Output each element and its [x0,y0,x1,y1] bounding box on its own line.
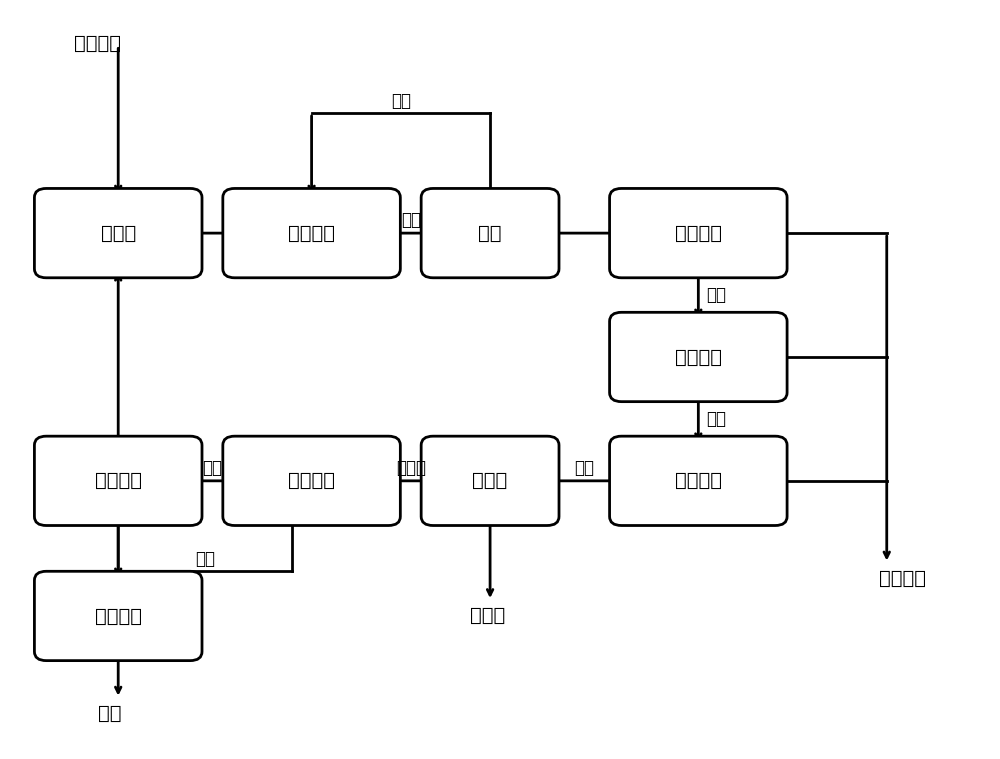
FancyBboxPatch shape [223,436,400,525]
Text: 浓水: 浓水 [574,459,594,477]
Text: 浓水: 浓水 [706,410,726,428]
FancyBboxPatch shape [421,436,559,525]
Text: 淡水回用: 淡水回用 [879,568,926,587]
FancyBboxPatch shape [610,312,787,402]
Text: 滤液: 滤液 [195,550,215,568]
Text: 一级纳滤: 一级纳滤 [675,224,722,243]
Text: 喷雾干燥: 喷雾干燥 [95,606,142,625]
FancyBboxPatch shape [610,188,787,278]
Text: 二级纳滤: 二级纳滤 [675,348,722,367]
Text: 滤液: 滤液 [401,211,421,229]
Text: 浓铬液: 浓铬液 [396,459,426,477]
FancyBboxPatch shape [223,188,400,278]
Text: 加酸溶解: 加酸溶解 [95,471,142,490]
Text: 沉淀: 沉淀 [202,459,222,477]
Text: 浓水: 浓水 [706,286,726,304]
FancyBboxPatch shape [610,436,787,525]
Text: 电渗析: 电渗析 [472,471,508,490]
Text: 铬粉: 铬粉 [98,704,122,723]
Text: 三级纳滤: 三级纳滤 [675,471,722,490]
Text: 浓水: 浓水 [391,92,411,110]
Text: 含鉻废水: 含鉻废水 [74,34,121,53]
FancyBboxPatch shape [34,572,202,660]
Text: 浓盐水: 浓盐水 [470,606,506,625]
Text: 加碱沉淀: 加碱沉淀 [288,471,335,490]
FancyBboxPatch shape [34,188,202,278]
Text: 板框压滤: 板框压滤 [288,224,335,243]
FancyBboxPatch shape [421,188,559,278]
Text: 水力筛: 水力筛 [101,224,136,243]
FancyBboxPatch shape [34,436,202,525]
Text: 超滤: 超滤 [478,224,502,243]
